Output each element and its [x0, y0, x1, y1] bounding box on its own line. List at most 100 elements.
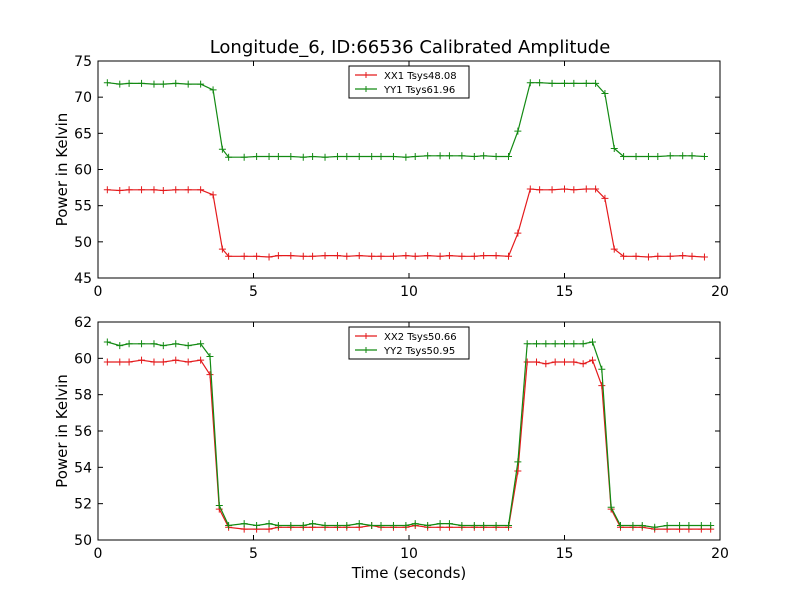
data-point [287, 521, 295, 529]
legend-marker [363, 333, 369, 339]
data-point [570, 186, 578, 194]
data-point [299, 153, 307, 161]
data-point [287, 252, 295, 260]
y-tick-label: 45 [74, 271, 92, 287]
data-point [688, 152, 696, 160]
data-point [103, 79, 111, 87]
data-point [514, 127, 522, 135]
data-point [253, 521, 261, 529]
y-tick-label: 50 [74, 533, 92, 549]
data-point [253, 152, 261, 160]
data-point [172, 79, 180, 87]
data-point [377, 152, 385, 160]
legend-marker [363, 347, 369, 353]
data-point [355, 152, 363, 160]
data-point [480, 521, 488, 529]
data-point [184, 342, 192, 350]
data-point [632, 252, 640, 260]
y-tick-label: 55 [74, 199, 92, 215]
data-point [458, 152, 466, 160]
data-point [197, 186, 205, 194]
data-point [610, 145, 618, 153]
data-point [620, 252, 628, 260]
data-point [582, 185, 590, 193]
data-point [505, 521, 513, 529]
data-point [542, 340, 550, 348]
data-point [125, 340, 133, 348]
x-tick-label: 20 [711, 284, 729, 300]
data-point [700, 152, 708, 160]
data-point [610, 245, 618, 253]
data-point [424, 521, 432, 529]
data-point [505, 152, 513, 160]
data-point [389, 521, 397, 529]
y-tick-label: 60 [74, 163, 92, 179]
x-tick-label: 10 [400, 284, 418, 300]
data-point [225, 252, 233, 260]
data-point [138, 186, 146, 194]
data-point [620, 152, 628, 160]
legend-box [348, 65, 470, 99]
data-point [492, 252, 500, 260]
data-point [218, 245, 226, 253]
data-point [679, 152, 687, 160]
data-point [651, 523, 659, 531]
data-point [389, 152, 397, 160]
data-point [343, 521, 351, 529]
data-point [184, 358, 192, 366]
data-point [197, 80, 205, 88]
data-point [548, 79, 556, 87]
data-point [368, 252, 376, 260]
data-point [309, 252, 317, 260]
data-point [355, 252, 363, 260]
x-tick-label: 20 [711, 546, 729, 562]
data-point [125, 358, 133, 366]
y-axis-label: Power in Kelvin [53, 113, 71, 227]
data-point [274, 252, 282, 260]
data-point [299, 521, 307, 529]
data-point [125, 79, 133, 87]
legend-label: XX2 Tsys50.66 [384, 332, 457, 343]
data-point [480, 252, 488, 260]
data-point [321, 153, 329, 161]
x-tick-label: 0 [94, 546, 103, 562]
y-tick-label: 52 [74, 497, 92, 513]
data-point [411, 152, 419, 160]
data-point [150, 186, 158, 194]
data-point [666, 152, 674, 160]
data-point [150, 80, 158, 88]
data-point [333, 521, 341, 529]
data-point [644, 152, 652, 160]
data-point [402, 252, 410, 260]
data-point [598, 382, 606, 390]
y-tick-label: 50 [74, 235, 92, 251]
data-point [355, 520, 363, 528]
data-point [116, 80, 124, 88]
data-point [685, 521, 693, 529]
series-2 [103, 338, 715, 531]
data-point [274, 152, 282, 160]
series-line [107, 82, 705, 158]
data-point [570, 79, 578, 87]
data-point [333, 152, 341, 160]
data-point [629, 521, 637, 529]
data-point [225, 521, 233, 529]
data-point [505, 252, 513, 260]
data-point [523, 358, 531, 366]
y-tick-label: 60 [74, 351, 92, 367]
x-tick-label: 15 [556, 546, 574, 562]
data-point [343, 152, 351, 160]
y-tick-label: 75 [74, 54, 92, 70]
data-point [159, 342, 167, 350]
data-point [240, 153, 248, 161]
series-line [107, 188, 705, 258]
data-point [570, 358, 578, 366]
data-point [424, 152, 432, 160]
data-point [150, 340, 158, 348]
data-point [184, 186, 192, 194]
data-point [265, 520, 273, 528]
series-line [107, 341, 711, 528]
data-point [253, 252, 261, 260]
data-point [588, 338, 596, 346]
legend: XX1 Tsys48.08 YY1 Tsys61.96 [348, 65, 470, 99]
